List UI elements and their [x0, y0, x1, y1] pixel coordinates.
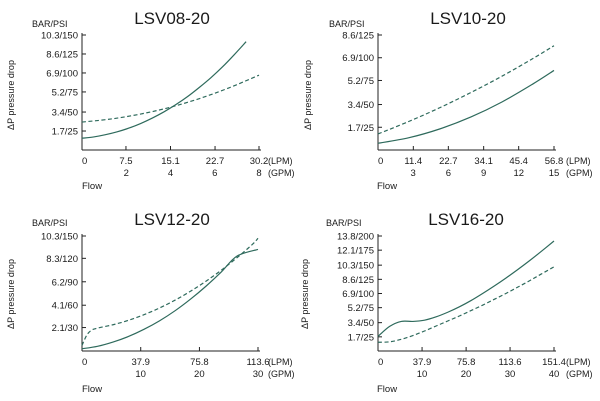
y-tick-label: 6.9/100 [46, 68, 78, 79]
x-tick-label-lpm: 75.8 [457, 357, 476, 368]
x-tick-label-lpm: 7.5 [119, 156, 132, 167]
x-tick-label-lpm: 11.4 [404, 156, 422, 167]
x-tick-label-gpm: 30 [505, 369, 516, 380]
x-tick-label-lpm: 34.1 [474, 156, 493, 167]
chart-lsv16-20: LSV16-20 BAR/PSI ΔP pressure drop Flow (… [300, 210, 593, 395]
y-tick-label: 6.9/100 [342, 53, 374, 64]
x-tick-label-lpm: 113.6 [499, 357, 522, 368]
x-tick-label-lpm: 37.9 [413, 357, 432, 368]
x-axis-label: Flow [82, 384, 102, 395]
series-line-dashed [377, 266, 555, 343]
x-tick-label-gpm: 2 [124, 168, 129, 179]
x-tick-label-gpm: 6 [212, 168, 217, 179]
series-line-solid [377, 240, 555, 337]
y-tick-label: 1.7/25 [348, 123, 374, 134]
x-unit-gpm: (GPM) [268, 369, 295, 379]
x-tick-label-gpm: 10 [135, 369, 146, 380]
series-line-dashed [377, 45, 555, 135]
chart-lsv12-20: LSV12-20 BAR/PSI ΔP pressure drop Flow (… [6, 210, 295, 395]
x-tick-label-lpm: 0 [82, 156, 87, 167]
x-tick-label-gpm: 10 [417, 369, 428, 380]
y-unit-label: BAR/PSI [32, 19, 68, 29]
y-unit-label: BAR/PSI [326, 218, 362, 228]
x-tick-label-gpm: 9 [481, 168, 486, 179]
x-tick-label-lpm: 0 [378, 357, 383, 368]
series-line-dashed [81, 74, 260, 123]
y-tick-label: 13.8/200 [337, 232, 374, 243]
x-tick-label-lpm: 15.1 [161, 156, 180, 167]
x-unit-gpm: (GPM) [268, 168, 295, 178]
x-tick-label-gpm: 20 [194, 369, 205, 380]
x-tick-label-lpm: 0 [82, 357, 87, 368]
y-tick-label: 2.1/30 [52, 323, 78, 334]
x-unit-lpm: (LPM) [566, 357, 591, 367]
x-axis-label: Flow [377, 384, 397, 395]
x-unit-lpm: (LPM) [268, 156, 293, 166]
x-unit-lpm: (LPM) [268, 357, 293, 367]
x-tick-label-gpm: 12 [514, 168, 525, 179]
series-line-solid [81, 248, 259, 350]
x-tick-label-lpm: 0 [378, 156, 383, 167]
y-tick-label: 1.7/25 [348, 332, 374, 343]
y-tick-label: 5.2/75 [348, 76, 374, 87]
x-unit-lpm: (LPM) [566, 156, 591, 166]
x-tick-label-lpm: 113.6 [246, 357, 269, 368]
x-tick-label-gpm: 15 [549, 168, 560, 179]
x-tick-label-lpm: 22.7 [206, 156, 225, 167]
y-tick-label: 8.6/125 [342, 275, 374, 286]
series-line-solid [377, 69, 555, 144]
chart-title: LSV12-20 [134, 210, 210, 229]
y-tick-label: 5.2/75 [52, 87, 78, 98]
y-tick-label: 12.1/175 [337, 246, 374, 257]
y-axis-label: ΔP pressure drop [6, 60, 16, 130]
x-tick-label-gpm: 6 [446, 168, 451, 179]
y-axis-label: ΔP pressure drop [303, 60, 313, 130]
y-tick-label: 4.1/60 [52, 301, 78, 312]
x-tick-label-lpm: 56.8 [545, 156, 564, 167]
y-tick-label: 3.4/50 [52, 108, 78, 119]
chart-title: LSV08-20 [134, 9, 210, 28]
y-tick-label: 6.2/90 [52, 277, 78, 288]
y-tick-label: 5.2/75 [348, 303, 374, 314]
series-line-solid [81, 41, 247, 139]
x-tick-label-lpm: 151.4 [542, 357, 566, 368]
x-unit-gpm: (GPM) [566, 168, 593, 178]
y-tick-label: 8.6/125 [46, 49, 78, 60]
chart-lsv10-20: LSV10-20 BAR/PSI ΔP pressure drop Flow (… [303, 9, 593, 192]
y-unit-label: BAR/PSI [329, 19, 365, 29]
x-tick-label-gpm: 4 [168, 168, 173, 179]
x-tick-label-lpm: 37.9 [131, 357, 150, 368]
x-tick-label-gpm: 20 [461, 369, 472, 380]
chart-title: LSV10-20 [430, 9, 506, 28]
y-tick-label: 3.4/50 [348, 318, 374, 329]
x-tick-label-gpm: 40 [549, 369, 560, 380]
x-tick-label-lpm: 45.4 [509, 156, 528, 167]
y-tick-label: 3.4/50 [348, 100, 374, 111]
x-unit-gpm: (GPM) [566, 369, 593, 379]
y-tick-label: 8.3/120 [46, 254, 78, 265]
series-line-dashed [81, 237, 259, 346]
x-tick-label-gpm: 30 [253, 369, 264, 380]
y-axis-label: ΔP pressure drop [300, 259, 310, 329]
y-axis-label: ΔP pressure drop [6, 259, 16, 329]
chart-lsv08-20: LSV08-20 BAR/PSI ΔP pressure drop Flow (… [6, 9, 295, 192]
x-axis-label: Flow [377, 181, 397, 192]
y-tick-label: 10.3/150 [337, 261, 374, 272]
y-tick-label: 8.6/125 [342, 31, 374, 42]
y-tick-label: 10.3/150 [41, 31, 78, 42]
y-tick-label: 10.3/150 [41, 232, 78, 243]
chart-title: LSV16-20 [428, 210, 504, 229]
y-tick-label: 6.9/100 [342, 289, 374, 300]
x-tick-label-lpm: 30.2 [250, 156, 269, 167]
y-tick-label: 1.7/25 [52, 127, 78, 138]
x-tick-label-lpm: 75.8 [190, 357, 209, 368]
x-axis-label: Flow [82, 181, 102, 192]
x-tick-label-gpm: 3 [411, 168, 416, 179]
x-tick-label-gpm: 8 [256, 168, 261, 179]
y-unit-label: BAR/PSI [32, 218, 68, 228]
x-tick-label-lpm: 22.7 [439, 156, 458, 167]
